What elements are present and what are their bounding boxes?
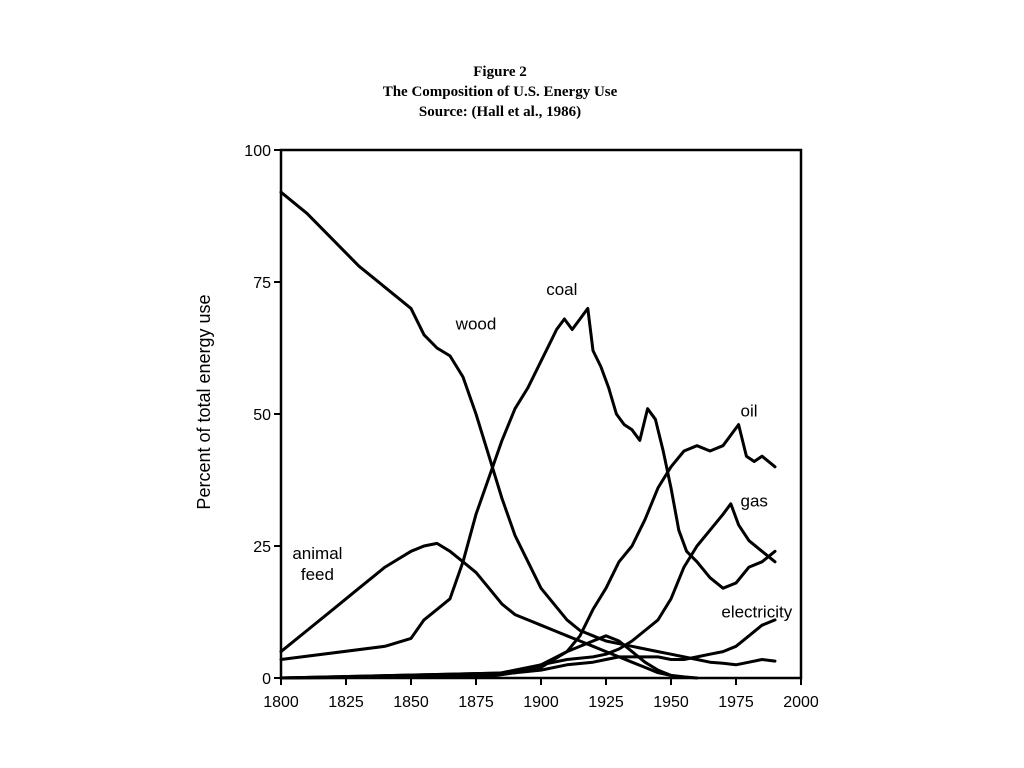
series-label-oil: oil bbox=[740, 402, 757, 421]
chart-title-line-1: Figure 2 bbox=[473, 64, 527, 80]
x-tick-label: 2000 bbox=[783, 694, 819, 711]
y-tick-label: 100 bbox=[244, 143, 271, 160]
chart-title-line-2: The Composition of U.S. Energy Use bbox=[382, 84, 618, 100]
series-line-gas bbox=[279, 502, 777, 680]
series-line-oil bbox=[279, 423, 777, 680]
series-label-coal: coal bbox=[546, 280, 577, 299]
y-tick-label: 50 bbox=[253, 407, 271, 424]
series-line-electricity bbox=[279, 618, 777, 680]
x-tick-label: 1900 bbox=[523, 694, 559, 711]
y-tick-label: 25 bbox=[253, 539, 271, 556]
series-label-gas: gas bbox=[740, 491, 767, 510]
series-line-wood bbox=[279, 190, 777, 667]
x-tick-label: 1975 bbox=[718, 694, 754, 711]
x-tick-label: 1800 bbox=[263, 694, 299, 711]
x-tick-label: 1950 bbox=[653, 694, 689, 711]
series-labels: wood coal oil gas animal feed electricity bbox=[292, 280, 792, 621]
axis-ticks: 1800 1825 1850 1875 1900 1925 1950 1975 2000 0 25 5… bbox=[244, 143, 819, 711]
series-label-animal-feed: animal bbox=[292, 544, 342, 563]
y-axis-label: Percent of total energy use bbox=[194, 294, 214, 509]
x-tick-label: 1825 bbox=[328, 694, 364, 711]
y-tick-label: 0 bbox=[262, 671, 271, 688]
x-tick-label: 1875 bbox=[458, 694, 494, 711]
chart-title-line-3: Source: (Hall et al., 1986) bbox=[418, 104, 582, 120]
y-tick-label: 75 bbox=[253, 275, 271, 292]
series-label-wood: wood bbox=[455, 315, 497, 334]
series-line-unnamed bbox=[279, 634, 699, 680]
series-lines bbox=[279, 190, 777, 680]
chart-title-block: Figure 2 The Composition of U.S. Energy … bbox=[0, 62, 1000, 122]
plot-frame bbox=[279, 148, 803, 680]
series-line-coal bbox=[279, 306, 777, 661]
x-tick-label: 1850 bbox=[393, 694, 429, 711]
series-label-electricity: electricity bbox=[721, 602, 792, 621]
series-label-animal-feed: feed bbox=[301, 565, 334, 584]
x-tick-label: 1925 bbox=[588, 694, 624, 711]
